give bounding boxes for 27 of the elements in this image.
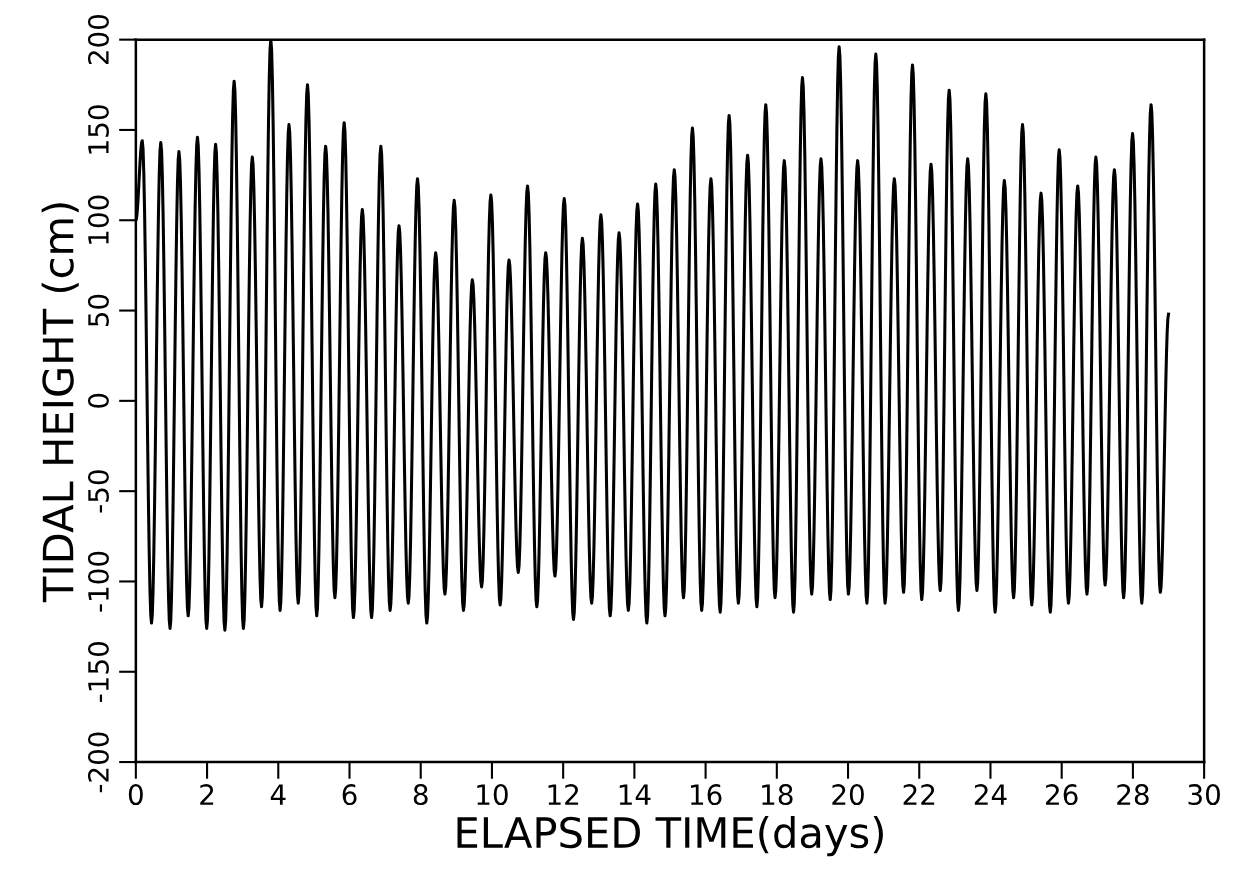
x-tick-label: 28 xyxy=(1117,784,1149,806)
x-tick-label: 24 xyxy=(974,784,1007,805)
x-tick-label: 30 xyxy=(1188,784,1220,806)
x-tick-label: 22 xyxy=(903,784,935,805)
x-tick-label: 10 xyxy=(477,784,508,806)
x-axis-title: ELAPSED TIME(days) xyxy=(457,816,883,857)
x-tick-label: 8 xyxy=(413,784,428,806)
x-tick-label: 0 xyxy=(128,784,143,806)
y-tick-label: -150 xyxy=(87,642,109,702)
y-tick-label: -100 xyxy=(87,551,109,612)
y-tick-label: 150 xyxy=(87,105,109,154)
y-tick-label: -200 xyxy=(87,732,109,793)
y-tick-label: -50 xyxy=(87,470,109,513)
y-tick-label: 0 xyxy=(87,393,109,408)
x-tick-label: 4 xyxy=(270,784,286,805)
x-tick-label: 16 xyxy=(690,784,722,806)
x-tick-label: 6 xyxy=(342,784,357,806)
x-tick-label: 2 xyxy=(200,784,214,805)
y-axis-title: TIDAL HEIGHT (cm) xyxy=(41,203,79,603)
y-tick-label: 50 xyxy=(87,294,109,327)
x-tick-label: 14 xyxy=(619,784,651,805)
y-tick-label: 100 xyxy=(87,195,109,244)
x-tick-label: 26 xyxy=(1046,784,1078,806)
x-tick-label: 12 xyxy=(548,784,579,805)
y-tick-label: 200 xyxy=(87,14,109,65)
x-tick-label: 18 xyxy=(762,784,793,806)
x-tick-label: 20 xyxy=(832,784,864,806)
